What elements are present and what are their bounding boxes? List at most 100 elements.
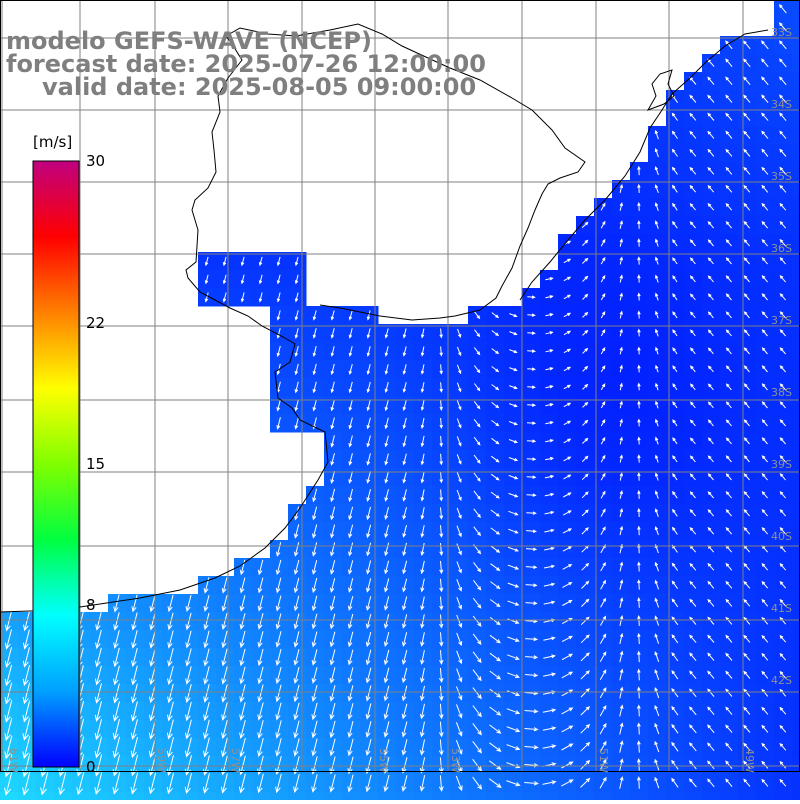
wind-arrow: [294, 292, 299, 303]
wind-arrow: [619, 418, 623, 427]
wind-arrow: [509, 313, 518, 318]
wind-arrow: [239, 559, 246, 576]
wind-arrow: [384, 596, 390, 611]
wind-arrow: [166, 772, 175, 795]
wind-arrow: [563, 294, 572, 300]
wind-arrow: [707, 419, 714, 427]
wind-arrow: [600, 274, 606, 283]
wind-arrow: [473, 562, 482, 573]
wind-arrow: [473, 401, 481, 410]
wind-arrow: [689, 130, 697, 139]
wind-arrow: [743, 202, 751, 211]
wind-arrow: [473, 472, 481, 482]
wind-arrow: [707, 311, 714, 319]
wind-arrow: [456, 346, 462, 357]
wind-arrow: [761, 652, 769, 661]
wind-arrow: [401, 721, 408, 738]
wind-arrow: [636, 758, 641, 771]
wind-arrow: [220, 773, 228, 794]
wind-arrow: [689, 293, 696, 301]
wind-arrow: [439, 650, 444, 665]
wind-arrow: [561, 779, 574, 787]
wind-arrow: [366, 453, 371, 466]
wind-arrow: [525, 601, 538, 606]
wind-arrow: [489, 688, 502, 698]
wind-arrow: [506, 780, 521, 787]
wind-arrow: [563, 492, 572, 498]
wind-arrow: [420, 685, 425, 702]
wind-arrow: [112, 772, 121, 795]
wind-arrow: [637, 668, 641, 681]
ocean-cell: [414, 792, 433, 804]
wind-arrow: [743, 598, 751, 607]
wind-arrow: [239, 702, 246, 721]
wind-arrow: [581, 562, 590, 571]
wind-arrow: [761, 311, 768, 319]
wind-arrow: [655, 454, 659, 463]
wind-arrow: [472, 651, 482, 664]
wind-arrow: [563, 276, 572, 282]
wind-arrow: [725, 112, 733, 121]
wind-arrow: [655, 346, 659, 355]
wind-arrow: [582, 347, 589, 354]
wind-arrow: [689, 616, 697, 625]
wind-arrow: [311, 684, 318, 703]
ocean-cell: [684, 792, 703, 804]
wind-arrow: [544, 492, 555, 497]
wind-arrow: [671, 526, 678, 535]
wind-arrow: [113, 647, 120, 668]
ocean-cell: [792, 684, 800, 703]
wind-arrow: [725, 419, 732, 427]
wind-arrow: [637, 220, 641, 229]
wind-arrow: [600, 419, 606, 427]
wind-arrow: [689, 383, 696, 391]
wind-arrow: [383, 685, 390, 702]
wind-arrow: [779, 365, 786, 373]
wind-arrow: [725, 166, 733, 175]
wind-arrow: [455, 740, 463, 755]
wind-arrow: [257, 773, 264, 794]
wind-arrow: [545, 439, 554, 443]
wind-arrow: [526, 529, 537, 533]
wind-arrow: [473, 490, 481, 501]
wind-arrow: [637, 686, 641, 699]
wind-arrow: [526, 475, 537, 479]
wind-arrow: [329, 613, 336, 630]
ocean-cell: [702, 792, 721, 804]
wind-arrow: [619, 328, 623, 337]
wind-arrow: [185, 630, 192, 649]
wind-arrow: [294, 506, 300, 521]
wind-arrow: [672, 329, 678, 337]
wind-arrow: [637, 525, 641, 536]
wind-arrow: [655, 310, 659, 319]
wind-arrow: [527, 313, 536, 317]
wind-arrow: [439, 632, 444, 647]
wind-arrow: [654, 651, 660, 662]
wind-arrow: [294, 256, 299, 267]
ocean-cell: [540, 792, 559, 804]
wind-arrow: [707, 329, 714, 337]
ocean-cell: [648, 792, 667, 804]
wind-arrow: [743, 580, 751, 589]
wind-arrow: [366, 560, 372, 575]
wind-arrow: [743, 473, 750, 481]
wind-arrow: [293, 684, 300, 703]
wind-arrow: [456, 632, 463, 647]
wind-arrow: [707, 112, 715, 121]
wind-arrow: [4, 629, 12, 650]
wind-arrow: [725, 202, 733, 211]
wind-arrow: [689, 365, 696, 373]
wind-arrow: [689, 94, 697, 103]
wind-arrow: [761, 419, 768, 427]
wind-arrow: [384, 328, 389, 339]
wind-arrow: [779, 166, 787, 175]
wind-arrow: [401, 757, 408, 774]
wind-arrow: [743, 58, 751, 68]
wind-arrow: [130, 772, 139, 795]
wind-arrow: [258, 274, 263, 285]
wind-arrow: [561, 635, 573, 643]
colorbar-tick-label: 8: [86, 596, 96, 615]
wind-arrow: [725, 562, 733, 571]
ocean-cell: [576, 792, 595, 804]
wind-arrow: [185, 701, 192, 722]
